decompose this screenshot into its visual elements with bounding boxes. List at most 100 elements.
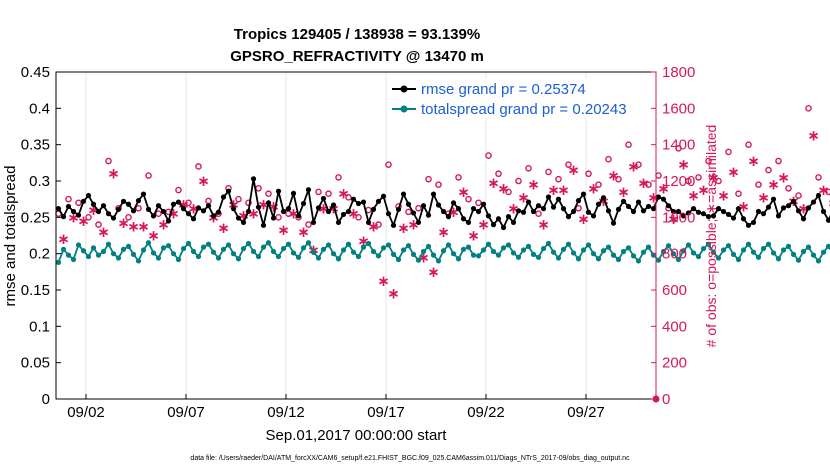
rmse-point bbox=[135, 198, 142, 204]
totalspread-point bbox=[295, 254, 302, 260]
assimilated-point: ∗ bbox=[127, 218, 140, 235]
totalspread-point bbox=[540, 245, 547, 252]
rmse-point bbox=[460, 216, 467, 222]
totalspread-point bbox=[55, 259, 62, 265]
x-axis-tick-label: 09/12 bbox=[267, 404, 305, 421]
rmse-point bbox=[710, 213, 717, 219]
assimilated-point: ∗ bbox=[437, 224, 450, 241]
rmse-point bbox=[810, 199, 817, 205]
totalspread-point bbox=[330, 251, 337, 257]
totalspread-point bbox=[120, 246, 127, 252]
totalspread-point bbox=[100, 248, 107, 255]
rmse-point bbox=[95, 208, 102, 215]
totalspread-point bbox=[730, 251, 737, 257]
totalspread-point bbox=[525, 243, 532, 249]
rmse-point bbox=[205, 203, 212, 209]
totalspread-point bbox=[355, 253, 362, 260]
totalspread-point bbox=[150, 250, 157, 256]
totalspread-point bbox=[445, 242, 452, 248]
rmse-point bbox=[715, 206, 722, 212]
rmse-point bbox=[490, 222, 497, 228]
rmse-point bbox=[400, 191, 407, 197]
totalspread-point bbox=[815, 258, 822, 264]
totalspread-point bbox=[595, 256, 602, 262]
totalspread-point bbox=[255, 253, 262, 260]
totalspread-point bbox=[565, 241, 572, 247]
totalspread-point bbox=[115, 255, 122, 261]
rmse-point bbox=[770, 196, 777, 202]
possible-point bbox=[425, 175, 432, 183]
totalspread-point bbox=[165, 243, 172, 249]
possible-point bbox=[325, 190, 332, 198]
totalspread-point bbox=[490, 248, 497, 255]
grid bbox=[85, 72, 587, 399]
totalspread-point bbox=[110, 251, 117, 257]
rmse-point bbox=[595, 201, 602, 207]
totalspread-point bbox=[790, 251, 797, 257]
rmse-point bbox=[215, 209, 222, 215]
possible-point bbox=[195, 163, 202, 170]
rmse-point bbox=[225, 188, 232, 194]
rmse-point bbox=[790, 198, 797, 204]
rmse-point bbox=[485, 213, 492, 219]
left-axis-tick-label: 0.2 bbox=[29, 246, 50, 263]
rmse-point bbox=[470, 206, 477, 212]
assimilated-point: ∗ bbox=[387, 286, 400, 303]
totalspread-point bbox=[720, 247, 727, 253]
left-axis-tick-label: 0.3 bbox=[29, 173, 50, 190]
footer-data-file: data file: /Users/raeder/DAI/ATM_forcXX/… bbox=[190, 455, 630, 462]
totalspread-point bbox=[700, 245, 707, 252]
rmse-point bbox=[290, 190, 297, 196]
left-axis-tick-label: 0.35 bbox=[21, 137, 50, 154]
assimilated-point: ∗ bbox=[107, 166, 120, 183]
possible-point bbox=[145, 172, 152, 179]
totalspread-point bbox=[410, 251, 417, 257]
totalspread-point bbox=[340, 247, 347, 253]
totalspread-point bbox=[800, 248, 807, 255]
assimilated-point: ∗ bbox=[727, 164, 740, 181]
rmse-point bbox=[630, 208, 637, 215]
totalspread-point bbox=[470, 252, 477, 258]
assimilated-point: ∗ bbox=[297, 224, 310, 241]
possible-point bbox=[315, 188, 322, 196]
assimilated-point: ∗ bbox=[637, 175, 650, 192]
totalspread-point bbox=[500, 245, 507, 251]
totalspread-point bbox=[430, 252, 437, 258]
rmse-point bbox=[615, 206, 622, 212]
assimilated-point: ∗ bbox=[397, 220, 410, 237]
possible-point bbox=[85, 214, 92, 221]
rmse-point bbox=[495, 216, 502, 222]
assimilated-point: ∗ bbox=[827, 195, 830, 212]
assimilated-point: ∗ bbox=[657, 180, 670, 197]
possible-point bbox=[245, 199, 252, 207]
totalspread-point bbox=[785, 243, 792, 249]
rmse-point bbox=[315, 205, 322, 211]
possible-point bbox=[305, 221, 312, 228]
rmse-point bbox=[240, 219, 247, 226]
rmse-point bbox=[795, 208, 802, 214]
left-axis: 0 0.05 0.1 0.15 0.2 0.25 0.3 0.35 0.4 0.45 bbox=[21, 64, 61, 408]
totalspread-point bbox=[640, 249, 647, 255]
right-axis-tick-label: 1200 bbox=[662, 173, 695, 190]
rmse-point bbox=[780, 205, 787, 211]
left-axis-tick-label: 0.15 bbox=[21, 282, 50, 299]
possible-point bbox=[65, 195, 72, 203]
rmse-point bbox=[60, 214, 67, 220]
totalspread-point bbox=[220, 246, 227, 252]
rmse-point bbox=[610, 220, 617, 226]
assimilated-point: ∗ bbox=[137, 218, 150, 235]
rmse-point bbox=[720, 208, 727, 215]
assimilated-point: ∗ bbox=[477, 217, 490, 234]
totalspread-point bbox=[350, 249, 357, 255]
rmse-point bbox=[455, 206, 462, 212]
rmse-point bbox=[330, 202, 337, 208]
assimilated-point: ∗ bbox=[717, 188, 730, 205]
rmse-point bbox=[430, 191, 437, 197]
legend-box bbox=[388, 78, 628, 118]
rmse-point bbox=[730, 215, 737, 221]
rmse-point bbox=[295, 213, 302, 219]
assimilated-point: ∗ bbox=[197, 173, 210, 190]
totalspread-point bbox=[425, 243, 432, 249]
x-axis-tick-label: 09/22 bbox=[467, 404, 505, 421]
